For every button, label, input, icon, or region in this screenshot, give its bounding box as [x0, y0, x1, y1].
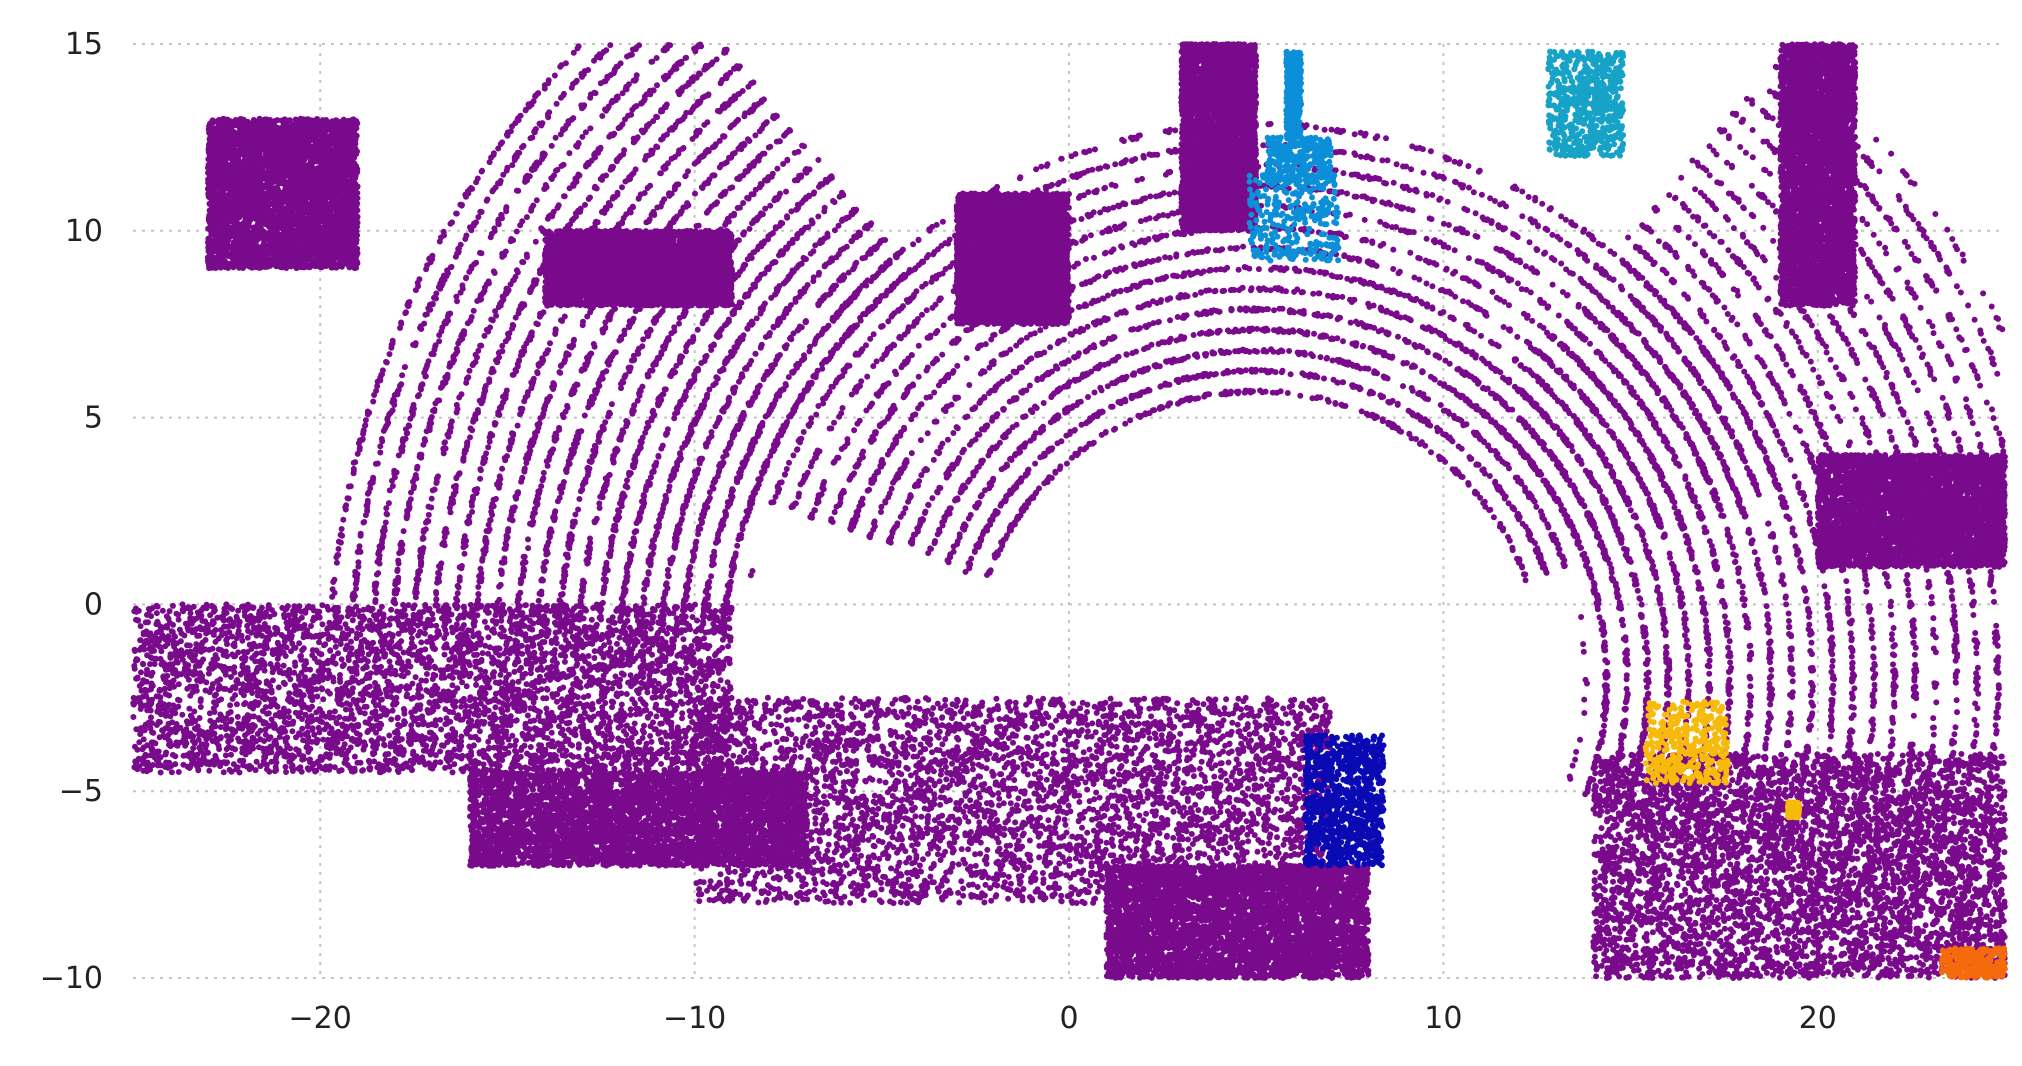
y-tick-label: −10 — [40, 961, 103, 996]
series-car-near-ego-points — [1301, 732, 1387, 869]
x-tick-label: 0 — [1059, 1001, 1078, 1036]
x-tick-label: 10 — [1424, 1001, 1462, 1036]
x-tick-label: −20 — [289, 1001, 352, 1036]
y-tick-label: −5 — [59, 774, 103, 809]
axes: −20 −10 0 10 20 15 10 5 0 −5 −10 — [40, 27, 1837, 1036]
y-tick-label: 15 — [65, 27, 103, 62]
y-tick-label: 10 — [65, 214, 103, 249]
y-tick-label: 0 — [84, 587, 103, 622]
y-tick-label: 5 — [84, 401, 103, 436]
x-tick-label: 20 — [1799, 1001, 1837, 1036]
series-object-right-points — [1642, 698, 1803, 821]
x-tick-label: −10 — [663, 1001, 726, 1036]
series-object-bottom-right-points — [1938, 945, 2008, 981]
point-cloud — [130, 41, 2008, 981]
series-car-top-right-points — [1545, 48, 1627, 159]
series-car-front-right-points — [1246, 48, 1342, 264]
series-background-points — [130, 41, 2008, 981]
